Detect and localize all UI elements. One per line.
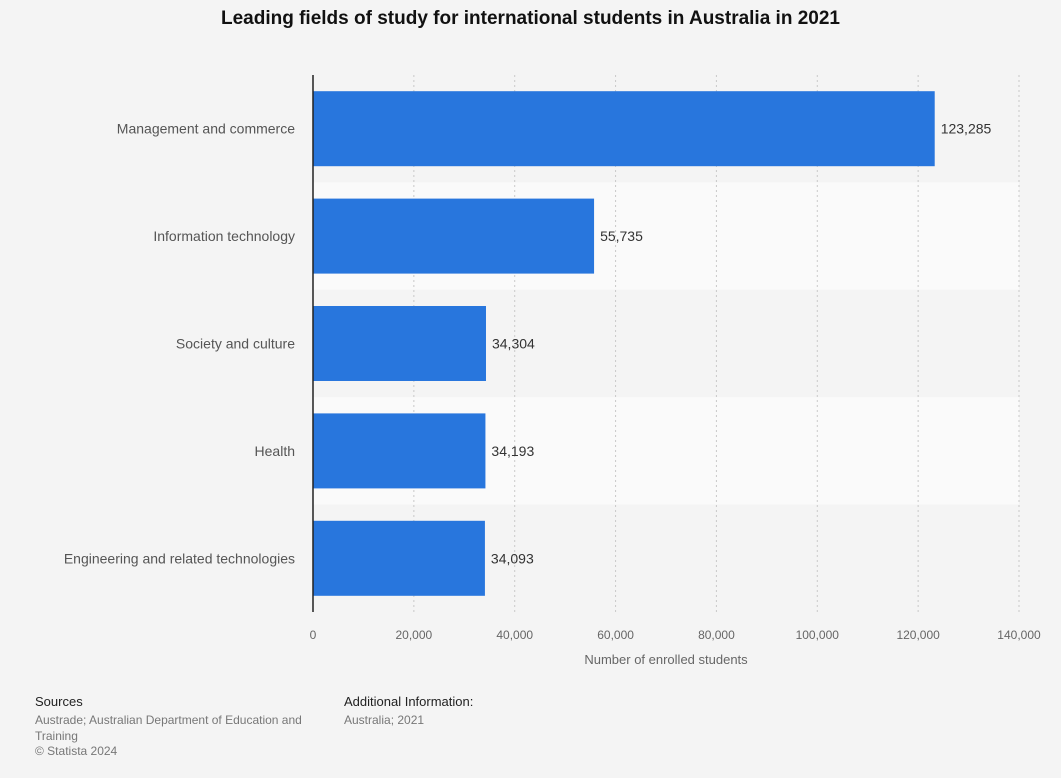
additional-info-text: Australia; 2021: [344, 713, 425, 727]
bar-chart: 123,285 55,735 34,304 34,193 34,093 Manageme…: [64, 75, 1041, 667]
x-tick-label: 20,000: [396, 628, 433, 642]
x-axis-title: Number of enrolled students: [584, 652, 748, 667]
bar-value-label: 34,193: [491, 443, 534, 459]
additional-info-block: Additional Information: Australia; 2021: [344, 694, 594, 728]
category-label: Health: [255, 443, 295, 459]
value-labels: 123,285 55,735 34,304 34,193 34,093: [491, 121, 992, 567]
category-label: Engineering and related technologies: [64, 550, 295, 566]
category-labels: Management and commerce Information techn…: [64, 121, 295, 567]
bar[interactable]: [313, 520, 485, 596]
bar[interactable]: [313, 198, 595, 274]
sources-heading[interactable]: Sources: [35, 694, 83, 709]
category-label: Management and commerce: [117, 121, 295, 137]
additional-info-heading[interactable]: Additional Information:: [344, 694, 474, 709]
x-tick-label: 80,000: [698, 628, 735, 642]
x-tick-label: 60,000: [597, 628, 634, 642]
category-label: Society and culture: [176, 336, 295, 352]
sources-text: Austrade; Australian Department of Educa…: [35, 713, 302, 743]
bar-value-label: 34,304: [492, 336, 535, 352]
copyright-text: © Statista 2024: [35, 744, 118, 758]
category-label: Information technology: [153, 228, 295, 244]
bar[interactable]: [313, 91, 935, 167]
x-tick-label: 100,000: [796, 628, 840, 642]
x-tick-label: 0: [310, 628, 317, 642]
x-tick-labels: 0 20,000 40,000 60,000 80,000 100,000 120,000 1…: [310, 628, 1041, 642]
x-tick-label: 120,000: [896, 628, 940, 642]
bar[interactable]: [313, 413, 486, 489]
bar-value-label: 34,093: [491, 550, 534, 566]
chart-title: Leading fields of study for internationa…: [220, 8, 840, 29]
bar-value-label: 123,285: [941, 121, 992, 137]
x-tick-label: 40,000: [496, 628, 533, 642]
bars: [313, 91, 935, 596]
x-tick-label: 140,000: [997, 628, 1041, 642]
bar[interactable]: [313, 306, 486, 381]
sources-block: Sources Austrade; Australian Department …: [35, 694, 330, 744]
bar-value-label: 55,735: [600, 228, 643, 244]
